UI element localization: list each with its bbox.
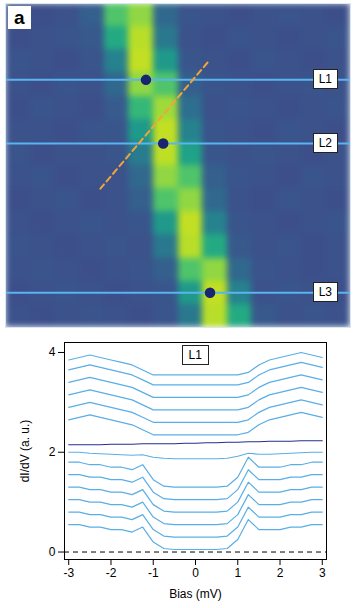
html-text:a: a [14, 7, 25, 28]
svg-text:Bias (mV): Bias (mV) [169, 587, 222, 601]
html-text:L2: L2 [318, 136, 332, 150]
svg-text:-2: -2 [106, 566, 117, 580]
html-text:L1: L1 [318, 72, 332, 87]
svg-text:-1: -1 [148, 566, 159, 580]
svg-text:-3: -3 [63, 566, 74, 580]
svg-text:1: 1 [234, 566, 241, 580]
html-text:L3: L3 [318, 285, 332, 300]
svg-text:2: 2 [49, 445, 56, 459]
svg-text:dI/dV (a. u.): dI/dV (a. u.) [18, 420, 32, 483]
svg-text:2: 2 [277, 566, 284, 580]
svg-text:0: 0 [49, 545, 56, 559]
svg-text:4: 4 [49, 345, 56, 359]
html-text:L1: L1 [188, 348, 202, 362]
svg-text:0: 0 [192, 566, 199, 580]
svg-text:3: 3 [319, 566, 326, 580]
